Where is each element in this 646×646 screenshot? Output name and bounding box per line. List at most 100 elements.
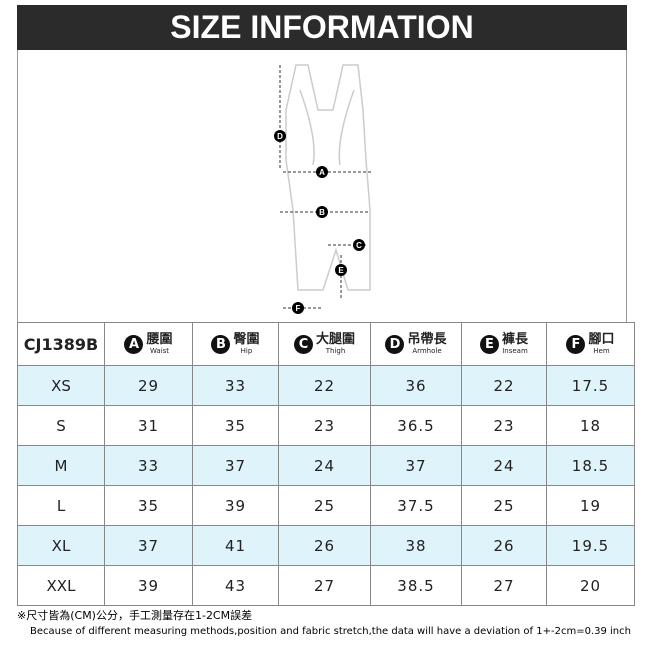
size-value: 38: [370, 525, 462, 566]
header-en: Hem: [593, 346, 610, 355]
header-content: F 腳口 Hem: [547, 331, 634, 356]
size-value: 25: [461, 485, 547, 526]
marker: F: [296, 304, 301, 313]
size-row: S 31 35 23 36.5 23 18: [17, 405, 635, 446]
size-value: 36: [370, 365, 462, 406]
header-content: A 腰圍 Waist: [105, 331, 192, 356]
marker: B: [319, 208, 325, 217]
header-en: Thigh: [325, 346, 346, 355]
column-header: D 吊帶長 Armhole: [370, 322, 462, 366]
header-text: 腳口 Hem: [588, 331, 615, 356]
size-row: XL 37 41 26 38 26 19.5: [17, 525, 635, 566]
column-header: B 臀圍 Hip: [192, 322, 279, 366]
header-content: E 褲長 Inseam: [462, 331, 546, 356]
header-text: 臀圍 Hip: [233, 331, 260, 356]
size-value: 23: [278, 405, 371, 446]
size-value: 27: [278, 565, 371, 606]
size-value: 35: [192, 405, 279, 446]
header-en: Inseam: [502, 346, 528, 355]
size-value: 39: [192, 485, 279, 526]
size-value: 29: [104, 365, 193, 406]
letter-icon: B: [211, 334, 231, 354]
header-zh: 褲長: [501, 331, 528, 347]
size-label: XL: [17, 525, 105, 566]
header-en: Waist: [149, 346, 170, 355]
size-row: XXL 39 43 27 38.5 27 20: [17, 565, 635, 606]
column-header: F 腳口 Hem: [546, 322, 635, 366]
size-value: 33: [104, 445, 193, 486]
size-row: M 33 37 24 37 24 18.5: [17, 445, 635, 486]
header-zh: 腰圍: [146, 331, 173, 347]
size-value: 41: [192, 525, 279, 566]
size-value: 24: [461, 445, 547, 486]
size-value: 22: [461, 365, 547, 406]
header-en: Hip: [240, 346, 253, 355]
marker: A: [319, 168, 325, 177]
diagram: A B C D E F: [17, 50, 627, 322]
model: CJ1389B: [17, 322, 105, 366]
size-value: 26: [278, 525, 371, 566]
marker: C: [356, 241, 362, 250]
size-value: 39: [104, 565, 193, 606]
size-label: S: [17, 405, 105, 446]
diagram-markers: A B C D E F: [274, 130, 365, 314]
size-value: 36.5: [370, 405, 462, 446]
size-value: 19: [546, 485, 635, 526]
column-header: E 褲長 Inseam: [461, 322, 547, 366]
header-zh: 大腿圍: [315, 331, 355, 347]
size-row: L 35 39 25 37.5 25 19: [17, 485, 635, 526]
size-value: 23: [461, 405, 547, 446]
header-content: C 大腿圍 Thigh: [279, 331, 370, 356]
size-value: 17.5: [546, 365, 635, 406]
size-value: 25: [278, 485, 371, 526]
letter-icon: E: [479, 334, 499, 354]
marker: D: [277, 132, 283, 141]
letter-icon: C: [293, 334, 313, 354]
size-label: M: [17, 445, 105, 486]
size-row: XS 29 33 22 36 22 17.5: [17, 365, 635, 406]
size-value: 37: [370, 445, 462, 486]
size-label: XXL: [17, 565, 105, 606]
size-value: 43: [192, 565, 279, 606]
size-label: XS: [17, 365, 105, 406]
size-value: 27: [461, 565, 547, 606]
header-en: Armhole: [412, 346, 442, 355]
letter-icon: D: [385, 334, 405, 354]
letter-icon: F: [566, 334, 586, 354]
size-value: 33: [192, 365, 279, 406]
header-zh: 吊帶長: [407, 331, 447, 347]
marker: E: [338, 266, 344, 275]
size-value: 35: [104, 485, 193, 526]
size-value: 37.5: [370, 485, 462, 526]
size-value: 20: [546, 565, 635, 606]
size-value: 22: [278, 365, 371, 406]
column-header: C 大腿圍 Thigh: [278, 322, 371, 366]
size-value: 19.5: [546, 525, 635, 566]
bib-diagram: A B C D E F: [274, 64, 373, 314]
header-text: 褲長 Inseam: [501, 331, 528, 356]
header-text: 腰圍 Waist: [146, 331, 173, 356]
size-value: 38.5: [370, 565, 462, 606]
header-text: 大腿圍 Thigh: [315, 331, 355, 356]
note-en: Because of different measuring methods,p…: [30, 626, 631, 637]
size-value: 37: [192, 445, 279, 486]
size-table: CJ1389B A 腰圍 Waist B 臀圍 Hip C 大腿圍 Thigh D 吊帶長 Armhol…: [17, 322, 635, 606]
header-zh: 腳口: [588, 331, 615, 347]
size-value: 18.5: [546, 445, 635, 486]
size-value: 37: [104, 525, 193, 566]
header-row: CJ1389B A 腰圍 Waist B 臀圍 Hip C 大腿圍 Thigh D 吊帶長 Armhol…: [17, 322, 635, 366]
column-header: A 腰圍 Waist: [104, 322, 193, 366]
size-value: 31: [104, 405, 193, 446]
size-label: L: [17, 485, 105, 526]
header-text: 吊帶長 Armhole: [407, 331, 447, 356]
header-content: D 吊帶長 Armhole: [371, 331, 461, 356]
size-value: 24: [278, 445, 371, 486]
letter-icon: A: [124, 334, 144, 354]
size-value: 18: [546, 405, 635, 446]
size-value: 26: [461, 525, 547, 566]
header-content: B 臀圍 Hip: [193, 331, 278, 356]
title: SIZE INFORMATION: [17, 5, 627, 50]
header-zh: 臀圍: [233, 331, 260, 347]
note-zh: ※尺寸皆為(CM)公分，手工測量存在1-2CM誤差: [17, 609, 253, 622]
